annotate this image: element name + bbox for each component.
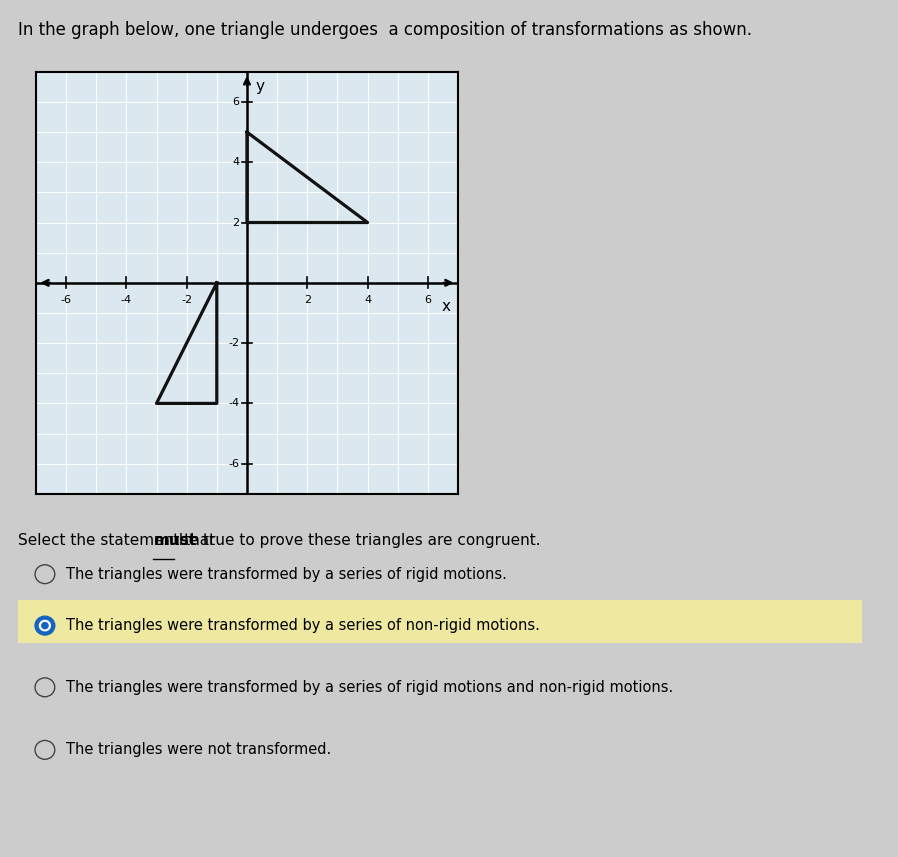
Text: -2: -2 [228, 339, 240, 348]
Text: -6: -6 [228, 458, 240, 469]
Text: 2: 2 [304, 295, 311, 305]
Text: x: x [442, 299, 451, 315]
Text: The triangles were transformed by a series of rigid motions.: The triangles were transformed by a seri… [66, 566, 506, 582]
Text: must: must [154, 533, 197, 548]
Circle shape [40, 620, 50, 631]
Text: The triangles were transformed by a series of rigid motions and non-rigid motion: The triangles were transformed by a seri… [66, 680, 673, 695]
Text: -4: -4 [121, 295, 132, 305]
Text: 4: 4 [364, 295, 371, 305]
Text: y: y [256, 80, 265, 94]
Text: Select the statement that: Select the statement that [18, 533, 220, 548]
Text: 4: 4 [233, 157, 240, 167]
Text: -2: -2 [181, 295, 192, 305]
Text: -4: -4 [228, 399, 240, 409]
FancyBboxPatch shape [18, 600, 862, 643]
Text: be true to prove these triangles are congruent.: be true to prove these triangles are con… [174, 533, 541, 548]
Circle shape [41, 622, 48, 629]
Text: 2: 2 [233, 218, 240, 227]
Circle shape [35, 616, 55, 635]
Text: The triangles were not transformed.: The triangles were not transformed. [66, 742, 330, 758]
Text: The triangles were transformed by a series of non-rigid motions.: The triangles were transformed by a seri… [66, 618, 540, 633]
Text: 6: 6 [233, 97, 240, 107]
Text: 6: 6 [425, 295, 431, 305]
Text: -6: -6 [60, 295, 72, 305]
Text: In the graph below, one triangle undergoes  a composition of transformations as : In the graph below, one triangle undergo… [18, 21, 752, 39]
